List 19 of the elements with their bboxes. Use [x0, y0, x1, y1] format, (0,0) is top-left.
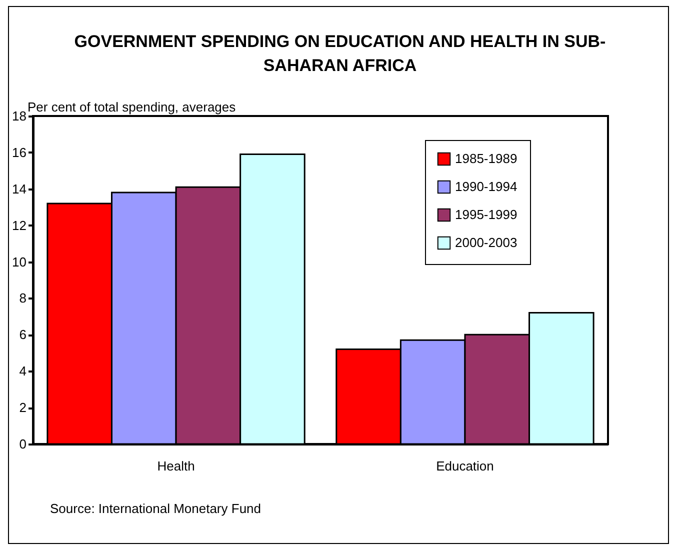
source-note: Source: International Monetary Fund	[50, 501, 262, 516]
y-tick-label: 0	[19, 436, 26, 452]
y-axis-title: Per cent of total spending, averages	[28, 100, 236, 114]
y-tick-label: 12	[12, 218, 26, 233]
x-tick-label: Education	[436, 458, 494, 474]
y-tick-label: 16	[12, 144, 26, 160]
chart-title: GOVERNMENT SPENDING ON EDUCATION AND HEALTH IN SUB-SAHARAN AFRICA	[73, 31, 607, 77]
legend-label: 1985-1989	[455, 151, 518, 166]
legend-label: 1995-1999	[455, 207, 518, 222]
legend-label: 2000-2003	[455, 235, 518, 250]
y-tick-label: 6	[19, 327, 26, 342]
y-tick-label: 8	[19, 290, 26, 306]
y-tick-label: 4	[19, 364, 26, 379]
y-tick-label: 10	[12, 254, 26, 270]
y-tick-label: 2	[19, 400, 26, 416]
x-tick-label: Health	[157, 458, 195, 474]
y-tick-label: 14	[12, 181, 26, 196]
y-tick-label: 18	[12, 108, 26, 124]
legend-label: 1990-1994	[455, 179, 518, 194]
